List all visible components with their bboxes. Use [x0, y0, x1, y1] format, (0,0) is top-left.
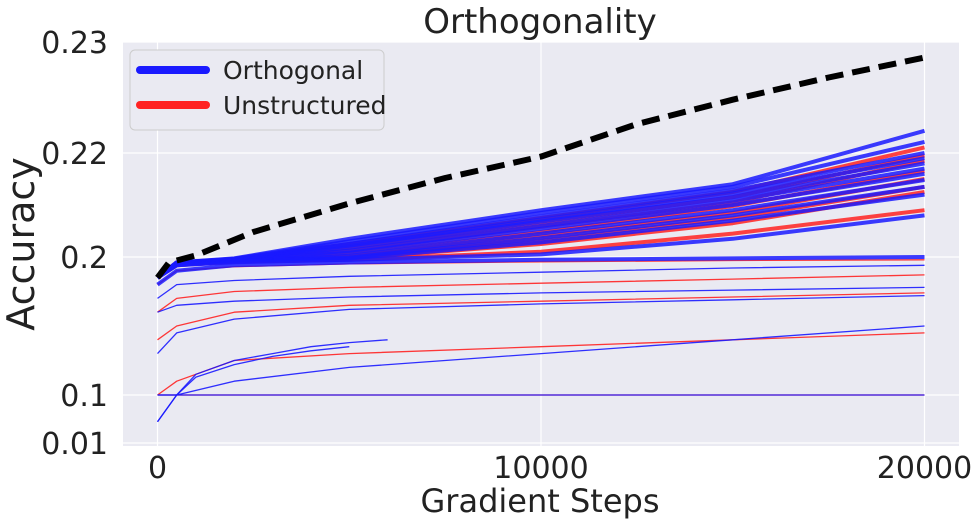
y-tick-label: 0.1	[60, 379, 108, 414]
chart-title: Orthogonality	[423, 2, 657, 42]
x-tick-label: 0	[148, 451, 167, 486]
tick-labels: 0 10000 20000 0.01 0.1 0.2 0.22 0.23	[41, 26, 972, 486]
y-tick-label: 0.23	[41, 26, 108, 61]
orthogonal-series-line	[157, 294, 925, 355]
y-tick-label: 0.22	[41, 137, 108, 172]
y-tick-label: 0.2	[60, 241, 108, 276]
series-lines	[155, 54, 926, 423]
unstructured-series-line	[157, 292, 925, 341]
y-axis-label: Accuracy	[0, 157, 43, 331]
legend-label-orthogonal: Orthogonal	[223, 56, 363, 85]
orthogonal-series-line	[157, 264, 925, 299]
legend: Orthogonal Unstructured	[129, 49, 386, 131]
orthogonal-series-line	[156, 346, 350, 423]
x-tick-label: 20000	[877, 451, 972, 486]
legend-label-unstructured: Unstructured	[223, 91, 386, 120]
unstructured-series-line	[157, 274, 925, 313]
orthogonal-series-line	[156, 255, 925, 287]
orthogonal-series-line	[156, 213, 925, 280]
orthogonal-series-line	[157, 286, 925, 313]
y-tick-label: 0.01	[41, 427, 108, 462]
reference-dashed-line	[155, 54, 926, 280]
x-axis-label: Gradient Steps	[421, 482, 660, 520]
x-tick-label: 10000	[493, 451, 588, 486]
